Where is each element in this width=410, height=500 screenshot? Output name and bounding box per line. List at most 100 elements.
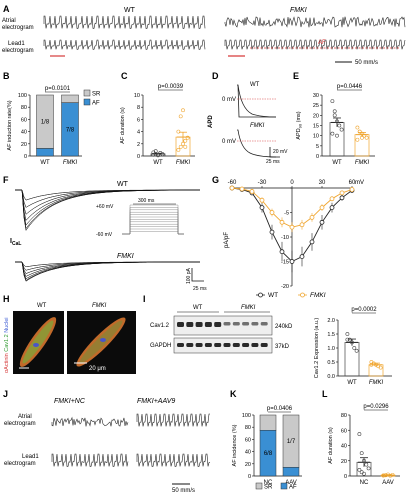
chart-b: 0 20 40 60 80 100 AF induction rate(%) 1/8 WT 7/8… <box>7 86 101 166</box>
c-data-point <box>151 152 156 157</box>
k-legend-label-af: AF <box>289 485 297 491</box>
b-bar-sr <box>36 94 54 149</box>
c-data-point <box>156 153 160 158</box>
d-wt-ap-trace <box>237 84 276 118</box>
g-point-wt <box>269 229 275 235</box>
panel-letter-d: D <box>212 71 219 81</box>
g-point-wt <box>289 259 295 264</box>
g-point-wt <box>259 205 265 211</box>
l-data-point <box>362 471 366 476</box>
e-data-point <box>330 99 335 104</box>
c-y-tick-label: 0 <box>137 154 140 160</box>
i-cav-band <box>232 322 240 326</box>
k-legend-label-sr: SR <box>264 485 273 491</box>
chart-c: 0 2 4 6 8 10 AF duration (s) WT FMKI p=0.0039 <box>120 84 195 166</box>
f-fmki-current-traces <box>15 261 200 282</box>
e-data-point <box>335 119 339 124</box>
b-pvalue: p=0.0101 <box>45 86 71 92</box>
g-point-fmki <box>299 222 305 228</box>
h-fmki-label: FMKI <box>92 303 107 309</box>
g-point-wt <box>339 195 345 201</box>
b-legend-label-af: AF <box>92 101 100 107</box>
c-data-point <box>183 138 188 143</box>
g-point-fmki <box>259 197 265 203</box>
f-scale-ms: 25 ms <box>193 286 207 292</box>
c-data-point <box>178 144 183 149</box>
g-point-wt <box>319 219 325 225</box>
c-y-tick-label: 2 <box>137 142 140 148</box>
i-gapdh-band <box>223 343 231 347</box>
i-cav-band <box>223 322 231 326</box>
b-bar-label: 1/8 <box>41 120 50 126</box>
a-wt-lead1-trace <box>43 39 206 50</box>
g-point-fmki <box>249 189 255 194</box>
b-legend-swatch-sr <box>83 89 91 97</box>
b-legend-label-sr: SR <box>92 92 101 98</box>
g-point-fmki <box>279 219 285 225</box>
i-wt-label: WT <box>193 305 203 311</box>
h-stain-legend: αActinin Cav1.2 Nuclei <box>4 318 10 374</box>
j-nc-lead1-trace <box>51 453 129 467</box>
panel-letter-g: G <box>212 175 219 185</box>
g-x-tick-label: -30 <box>258 180 267 186</box>
a-lead1-electrogram-label: electrogram <box>2 48 34 54</box>
i-cav-band <box>214 322 222 327</box>
k-x-label: NC <box>264 480 273 486</box>
f-fmki-trace <box>15 261 200 271</box>
k-pvalue: p=0.0406 <box>267 406 293 412</box>
i-data-point <box>352 346 357 350</box>
c-data-point <box>176 147 181 152</box>
e-y-tick-label: 5 <box>316 144 319 150</box>
b-bar-sr <box>61 94 79 103</box>
k-bar-label: 6/8 <box>264 451 273 457</box>
d-fmki-ap-trace <box>237 129 277 158</box>
l-data-point <box>381 473 386 478</box>
g-point-fmki <box>309 214 315 220</box>
f-wt-current-traces <box>15 189 201 231</box>
a-af-label: AF <box>318 40 326 46</box>
f-protocol-step <box>122 221 184 235</box>
f-fmki-trace <box>15 261 200 277</box>
j-left-title: FMKI+NC <box>54 398 86 405</box>
l-pvalue: p=0.0296 <box>363 404 389 410</box>
k-bar-label: 1/7 <box>287 439 296 445</box>
c-data-point <box>183 144 188 149</box>
b-x-label: FMKI <box>63 160 78 166</box>
h-scale-label: 20 μm <box>89 366 106 372</box>
i-bar <box>344 342 360 377</box>
c-y-label: AF duration (s) <box>120 107 126 144</box>
i-gapdh-band <box>177 343 184 347</box>
h-fmki-cell-green <box>79 320 123 364</box>
i-blot-bands <box>177 322 268 347</box>
a-wt-atrial-trace <box>43 15 206 29</box>
g-x-tick-label: -60 <box>228 180 237 186</box>
e-data-point <box>360 131 364 136</box>
i-gapdh-band <box>204 343 212 347</box>
c-data-point <box>181 141 185 146</box>
c-data-point <box>176 129 181 134</box>
e-y-tick-label: 25 <box>313 103 319 109</box>
chart-k: 0 20 40 60 80 100 AF incidence (%) 6/8 NC 1/7 AAV p… <box>232 406 302 491</box>
d-scale-ms: 25 ms <box>266 159 280 165</box>
f-scale-pa: 100 pA <box>186 267 192 284</box>
g-point-fmki <box>319 205 325 211</box>
i-cav-band <box>242 322 250 326</box>
l-x-label: NC <box>360 480 369 486</box>
d-wt-label: WT <box>250 82 260 88</box>
j-aav-lead1-trace <box>136 453 211 467</box>
f-protocol-step <box>122 226 184 235</box>
e-y-tick-label: 30 <box>313 93 319 99</box>
f-fmki-trace <box>15 261 200 271</box>
c-y-tick-label: 10 <box>134 93 140 99</box>
e-x-label: FMKI <box>355 160 370 166</box>
i-gapdh-band <box>186 343 194 347</box>
panel-letter-e: E <box>293 71 299 81</box>
e-y-tick-label: 0 <box>316 154 319 160</box>
panel-letter-k: K <box>230 389 237 399</box>
k-y-tick-label: 40 <box>245 450 251 456</box>
i-gapdh-band <box>242 343 250 347</box>
k-y-tick-label: 0 <box>248 474 251 480</box>
chart-g: -60 -30 0 30 60 mV -20 -15 -10 -5 pA/pF WT FMKI <box>224 180 364 299</box>
g-point-wt <box>279 249 285 255</box>
e-y-tick-label: 10 <box>313 134 319 140</box>
